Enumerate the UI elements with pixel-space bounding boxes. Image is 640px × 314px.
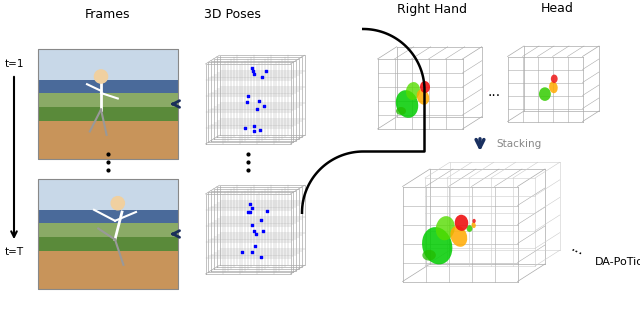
Ellipse shape	[422, 250, 436, 261]
Bar	[38, 80, 178, 93]
Point	[247, 66, 257, 71]
Ellipse shape	[472, 222, 476, 228]
Point	[248, 228, 259, 233]
Bar	[38, 107, 178, 121]
Point	[259, 104, 269, 109]
Text: DA-PoTion: DA-PoTion	[595, 257, 640, 267]
Point	[249, 129, 259, 134]
Point	[242, 99, 252, 104]
Text: t=1: t=1	[4, 59, 24, 69]
Point	[248, 71, 259, 76]
Point	[260, 69, 271, 74]
Point	[255, 217, 266, 222]
Ellipse shape	[551, 74, 557, 83]
Point	[246, 223, 257, 228]
Text: Stacking: Stacking	[496, 139, 541, 149]
Point	[244, 210, 255, 215]
Circle shape	[95, 70, 108, 83]
Text: Frames: Frames	[85, 8, 131, 20]
Point	[257, 74, 268, 79]
Bar	[38, 49, 178, 159]
Ellipse shape	[420, 81, 430, 93]
Bar	[38, 110, 178, 159]
Bar	[38, 49, 178, 159]
Text: ...: ...	[569, 240, 587, 258]
Bar	[38, 210, 178, 223]
Point	[255, 128, 265, 133]
Bar	[38, 240, 178, 289]
Point	[250, 231, 260, 236]
Ellipse shape	[406, 82, 420, 100]
Text: ...: ...	[488, 85, 500, 99]
Ellipse shape	[417, 89, 429, 105]
Point	[243, 209, 253, 214]
Bar	[38, 179, 178, 289]
Point	[250, 243, 260, 248]
Point	[262, 208, 273, 213]
Text: 3D Poses: 3D Poses	[204, 8, 260, 20]
Point	[246, 205, 257, 210]
Point	[243, 94, 253, 99]
Ellipse shape	[451, 226, 467, 247]
Text: Head: Head	[541, 3, 573, 15]
Ellipse shape	[396, 90, 418, 118]
Ellipse shape	[467, 225, 472, 232]
Text: Right Hand: Right Hand	[397, 3, 467, 15]
Ellipse shape	[396, 107, 406, 115]
Point	[248, 69, 259, 74]
Ellipse shape	[539, 87, 551, 101]
Ellipse shape	[549, 81, 557, 93]
Bar	[38, 237, 178, 251]
Ellipse shape	[455, 215, 468, 231]
Point	[255, 255, 266, 260]
Ellipse shape	[436, 216, 455, 240]
Bar	[38, 179, 178, 223]
Bar	[38, 49, 178, 93]
Point	[244, 201, 255, 206]
Point	[258, 228, 268, 233]
Point	[254, 98, 264, 103]
Point	[249, 123, 259, 128]
Ellipse shape	[472, 219, 476, 223]
Ellipse shape	[422, 227, 452, 264]
Circle shape	[111, 197, 124, 210]
Point	[246, 249, 257, 254]
Point	[241, 126, 251, 131]
Point	[237, 249, 248, 254]
Bar	[38, 179, 178, 289]
Point	[252, 106, 262, 111]
Text: t=T: t=T	[4, 247, 24, 257]
